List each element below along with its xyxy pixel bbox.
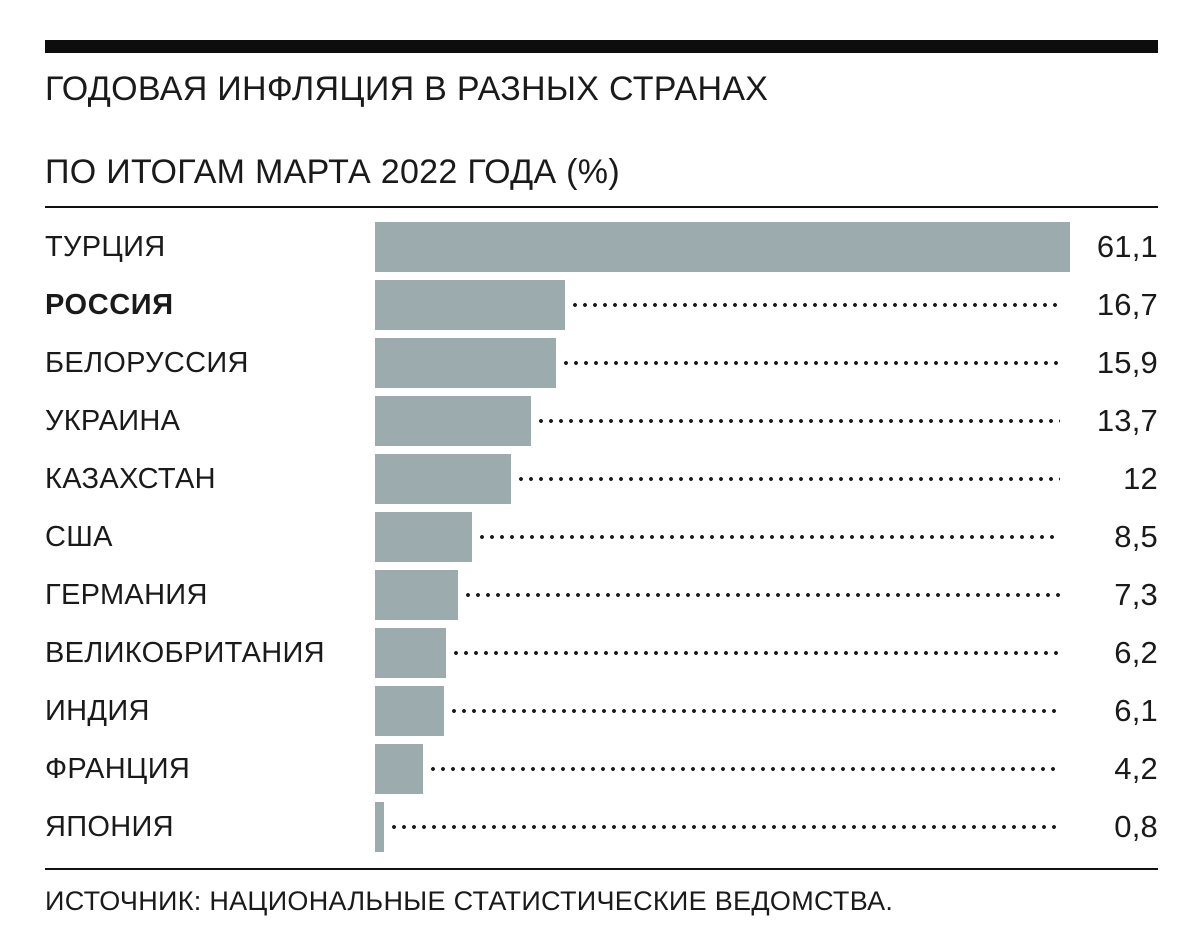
country-label: РОССИЯ [45,288,174,321]
country-label: ГЕРМАНИЯ [45,578,208,611]
bar [375,280,565,331]
bar-area [375,508,1070,566]
bar-row: ЯПОНИЯ 0,8 [45,798,1158,856]
chart-title: ГОДОВАЯ ИНФЛЯЦИЯ В РАЗНЫХ СТРАНАХ ПО ИТО… [45,69,1158,193]
bar-row: ФРАНЦИЯ 4,2 [45,740,1158,798]
bar [375,570,459,621]
leader-line [479,535,1060,540]
bar [375,628,446,679]
value-label: 4,2 [1114,751,1158,787]
bar [375,512,472,563]
bar-area [375,798,1070,856]
country-label: ВЕЛИКОБРИТАНИЯ [45,636,325,669]
bar-area [375,276,1070,334]
bar-area [375,566,1070,624]
bar-area [375,334,1070,392]
bar-area [375,218,1070,276]
leader-line [538,419,1060,424]
value-label: 0,8 [1114,809,1158,845]
bar [375,396,531,447]
value-label: 7,3 [1114,577,1158,613]
leader-line [453,651,1060,656]
country-label: США [45,520,113,553]
value-label: 12 [1123,461,1158,497]
bar-row: РОССИЯ 16,7 [45,276,1158,334]
bar-chart: ТУРЦИЯ 61,1 РОССИЯ 16,7 БЕЛОРУССИЯ 15,9 [45,218,1158,856]
bar [375,802,385,853]
bar-row: США 8,5 [45,508,1158,566]
value-label: 15,9 [1096,345,1158,381]
value-label: 13,7 [1096,403,1158,439]
leader-line [430,767,1060,772]
country-label: УКРАИНА [45,404,181,437]
source-note: ИСТОЧНИК: НАЦИОНАЛЬНЫЕ СТАТИСТИЧЕСКИЕ ВЕ… [45,886,894,917]
bar [375,686,445,737]
leader-line [572,303,1060,308]
bar-row: УКРАИНА 13,7 [45,392,1158,450]
bar-row: ГЕРМАНИЯ 7,3 [45,566,1158,624]
leader-line [392,825,1060,830]
bar [375,338,556,389]
bar [375,744,423,795]
country-label: КАЗАХСТАН [45,462,216,495]
bar-area [375,450,1070,508]
bar [375,222,1070,273]
bar-area [375,392,1070,450]
chart-title-line2: ПО ИТОГАМ МАРТА 2022 ГОДА (%) [45,152,620,191]
leader-line [563,361,1060,366]
top-rule-bar [45,40,1158,53]
chart-title-line1: ГОДОВАЯ ИНФЛЯЦИЯ В РАЗНЫХ СТРАНАХ [45,70,769,108]
bar-row: ТУРЦИЯ 61,1 [45,218,1158,276]
country-label: ИНДИЯ [45,694,150,727]
bar-row: КАЗАХСТАН 12 [45,450,1158,508]
chart-divider [45,868,1158,871]
bar-area [375,682,1070,740]
bar-area [375,624,1070,682]
country-label: ЯПОНИЯ [45,810,174,843]
bar-row: БЕЛОРУССИЯ 15,9 [45,334,1158,392]
value-label: 8,5 [1114,519,1158,555]
country-label: ФРАНЦИЯ [45,752,191,785]
bar [375,454,512,505]
country-label: ТУРЦИЯ [45,230,166,263]
bar-area [375,740,1070,798]
bar-row: ИНДИЯ 6,1 [45,682,1158,740]
leader-line [452,709,1060,714]
value-label: 6,2 [1114,635,1158,671]
title-divider [45,206,1158,209]
country-label: БЕЛОРУССИЯ [45,346,249,379]
value-label: 61,1 [1096,229,1158,265]
leader-line [466,593,1060,598]
leader-line [519,477,1060,482]
bar-row: ВЕЛИКОБРИТАНИЯ 6,2 [45,624,1158,682]
value-label: 16,7 [1096,287,1158,323]
value-label: 6,1 [1114,693,1158,729]
